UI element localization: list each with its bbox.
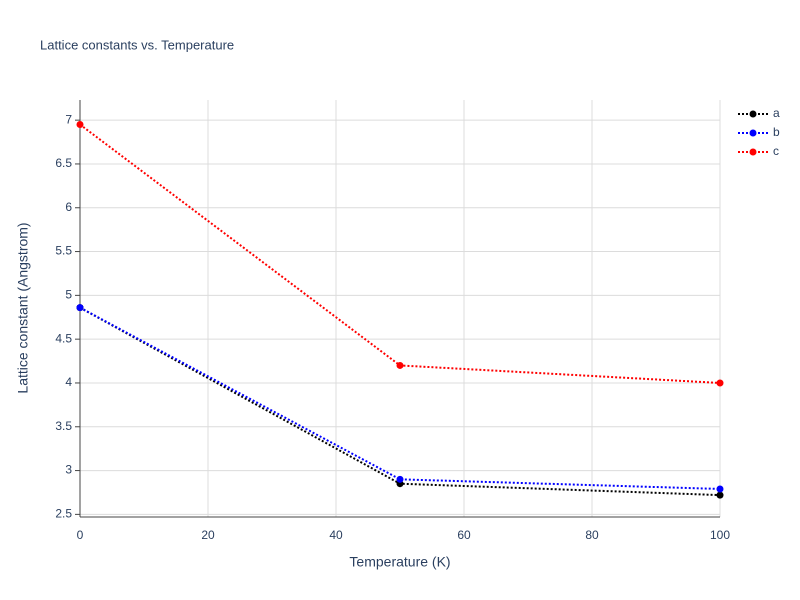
y-axis-title: Lattice constant (Angstrom): [15, 222, 31, 393]
legend-label: b: [773, 125, 780, 139]
y-tick-label: 6: [65, 200, 72, 214]
y-tick-label: 3.5: [55, 419, 72, 433]
series-line: [79, 123, 721, 384]
y-tick-label: 6.5: [55, 156, 72, 170]
data-point: [716, 491, 724, 499]
x-tick-label: 100: [710, 528, 730, 542]
data-point: [396, 361, 404, 369]
y-tick-label: 4: [65, 375, 72, 389]
data-point: [76, 304, 84, 312]
x-tick-label: 0: [77, 528, 84, 542]
legend-marker: [749, 148, 757, 156]
x-tick-label: 60: [457, 528, 471, 542]
data-point: [716, 379, 724, 387]
legend-label: c: [773, 144, 779, 158]
x-tick-label: 80: [585, 528, 599, 542]
legend-marker: [749, 110, 757, 118]
y-tick-label: 4.5: [55, 331, 72, 345]
legend-marker: [749, 129, 757, 137]
y-tick-label: 2.5: [55, 507, 72, 521]
series-line: [79, 306, 721, 497]
y-tick-label: 5: [65, 288, 72, 302]
y-tick-label: 7: [65, 112, 72, 126]
data-point: [76, 121, 84, 129]
x-axis-title: Temperature (K): [349, 554, 450, 570]
series-line: [79, 306, 721, 490]
data-point: [716, 485, 724, 493]
legend-label: a: [773, 106, 780, 120]
y-tick-label: 3: [65, 463, 72, 477]
y-tick-label: 5.5: [55, 244, 72, 258]
chart-title: Lattice constants vs. Temperature: [40, 37, 234, 52]
data-point: [396, 475, 404, 483]
x-tick-label: 20: [201, 528, 215, 542]
x-tick-label: 40: [329, 528, 343, 542]
